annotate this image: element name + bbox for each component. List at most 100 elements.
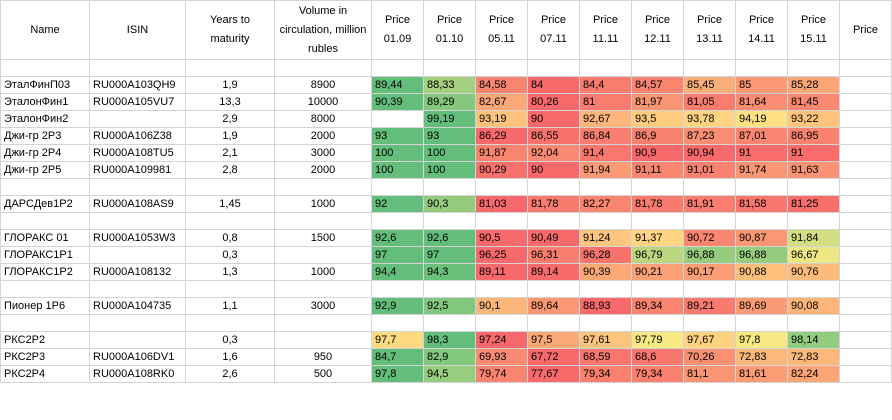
empty-cell[interactable] [735,280,788,298]
price-cell[interactable]: 92,6 [371,229,424,247]
empty-cell[interactable] [579,178,632,196]
years-to-maturity-cell[interactable]: 2,9 [185,110,275,128]
price-cell[interactable]: 84,4 [579,76,632,94]
price-cell[interactable]: 91,24 [579,229,632,247]
price-cell[interactable]: 97 [371,246,424,264]
header-price-1411[interactable]: Price 14.11 [735,0,788,60]
header-price-0109[interactable]: Price 01.09 [371,0,424,60]
empty-cell[interactable] [475,314,528,332]
price-cell[interactable]: 91,37 [631,229,684,247]
empty-cell[interactable] [423,314,476,332]
bond-name-cell[interactable]: ГЛОРАКС1Р1 [0,246,90,264]
price-cell[interactable]: 92,67 [579,110,632,128]
price-cell[interactable]: 92,5 [423,297,476,315]
volume-cell[interactable]: 2000 [274,127,372,145]
price-cell[interactable]: 91,4 [579,144,632,162]
price-last-cell[interactable] [839,229,892,247]
price-cell[interactable]: 90,76 [787,263,840,281]
years-to-maturity-cell[interactable]: 1,9 [185,127,275,145]
isin-cell[interactable]: RU000A109981 [89,161,186,179]
bond-name-cell[interactable]: ГЛОРАКС1Р2 [0,263,90,281]
empty-cell[interactable] [683,178,736,196]
years-to-maturity-cell[interactable]: 1,9 [185,76,275,94]
empty-cell[interactable] [274,314,372,332]
price-cell[interactable]: 96,67 [787,246,840,264]
empty-cell[interactable] [683,280,736,298]
price-last-cell[interactable] [839,127,892,145]
price-cell[interactable]: 92,04 [527,144,580,162]
price-last-cell[interactable] [839,297,892,315]
empty-cell[interactable] [0,314,90,332]
price-cell[interactable]: 81,64 [735,93,788,111]
price-cell[interactable]: 89,14 [527,263,580,281]
price-cell[interactable]: 96,31 [527,246,580,264]
volume-cell[interactable] [274,331,372,349]
price-cell[interactable]: 91,01 [683,161,736,179]
empty-cell[interactable] [839,178,892,196]
header-price-1211[interactable]: Price 12.11 [631,0,684,60]
empty-cell[interactable] [787,59,840,77]
price-cell[interactable]: 90 [527,110,580,128]
price-cell[interactable]: 85 [735,76,788,94]
header-volume[interactable]: Volume in circulation, million rubles [274,0,372,60]
price-cell[interactable]: 85,45 [683,76,736,94]
price-cell[interactable]: 97,67 [683,331,736,349]
volume-cell[interactable]: 10000 [274,93,372,111]
years-to-maturity-cell[interactable]: 1,3 [185,263,275,281]
price-cell[interactable]: 100 [423,144,476,162]
empty-cell[interactable] [787,178,840,196]
price-cell[interactable]: 81,1 [683,365,736,383]
empty-cell[interactable] [274,178,372,196]
empty-cell[interactable] [475,59,528,77]
header-price-1311[interactable]: Price 13.11 [683,0,736,60]
price-cell[interactable]: 82,67 [475,93,528,111]
price-cell[interactable]: 93,78 [683,110,736,128]
price-cell[interactable]: 97,79 [631,331,684,349]
price-cell[interactable]: 87,01 [735,127,788,145]
header-isin[interactable]: ISIN [89,0,186,60]
price-cell[interactable]: 81,78 [527,195,580,213]
volume-cell[interactable]: 500 [274,365,372,383]
empty-cell[interactable] [475,178,528,196]
empty-cell[interactable] [475,280,528,298]
price-cell[interactable]: 91 [787,144,840,162]
years-to-maturity-cell[interactable]: 1,45 [185,195,275,213]
price-cell[interactable]: 81,97 [631,93,684,111]
price-cell[interactable]: 97,8 [371,365,424,383]
volume-cell[interactable]: 950 [274,348,372,366]
volume-cell[interactable]: 3000 [274,144,372,162]
price-last-cell[interactable] [839,263,892,281]
price-cell[interactable]: 79,74 [475,365,528,383]
empty-cell[interactable] [475,212,528,230]
price-cell[interactable]: 81,58 [735,195,788,213]
empty-cell[interactable] [527,212,580,230]
price-cell[interactable]: 90,88 [735,263,788,281]
price-cell[interactable]: 90,87 [735,229,788,247]
price-last-cell[interactable] [839,93,892,111]
header-years[interactable]: Years to maturity [185,0,275,60]
empty-cell[interactable] [631,59,684,77]
empty-cell[interactable] [423,59,476,77]
price-cell[interactable]: 81,05 [683,93,736,111]
price-cell[interactable]: 93 [371,127,424,145]
price-cell[interactable]: 90,9 [631,144,684,162]
price-cell[interactable]: 100 [423,161,476,179]
empty-cell[interactable] [0,59,90,77]
header-price-0110[interactable]: Price 01.10 [423,0,476,60]
empty-cell[interactable] [0,212,90,230]
price-cell[interactable]: 91,63 [787,161,840,179]
price-last-cell[interactable] [839,110,892,128]
volume-cell[interactable]: 8900 [274,76,372,94]
price-cell[interactable]: 84,57 [631,76,684,94]
empty-cell[interactable] [185,280,275,298]
volume-cell[interactable]: 1500 [274,229,372,247]
empty-cell[interactable] [527,280,580,298]
price-cell[interactable]: 90,3 [423,195,476,213]
empty-cell[interactable] [787,280,840,298]
empty-cell[interactable] [89,280,186,298]
empty-cell[interactable] [371,212,424,230]
empty-cell[interactable] [839,212,892,230]
price-cell[interactable]: 89,11 [475,263,528,281]
price-cell[interactable]: 68,6 [631,348,684,366]
years-to-maturity-cell[interactable]: 0,3 [185,331,275,349]
